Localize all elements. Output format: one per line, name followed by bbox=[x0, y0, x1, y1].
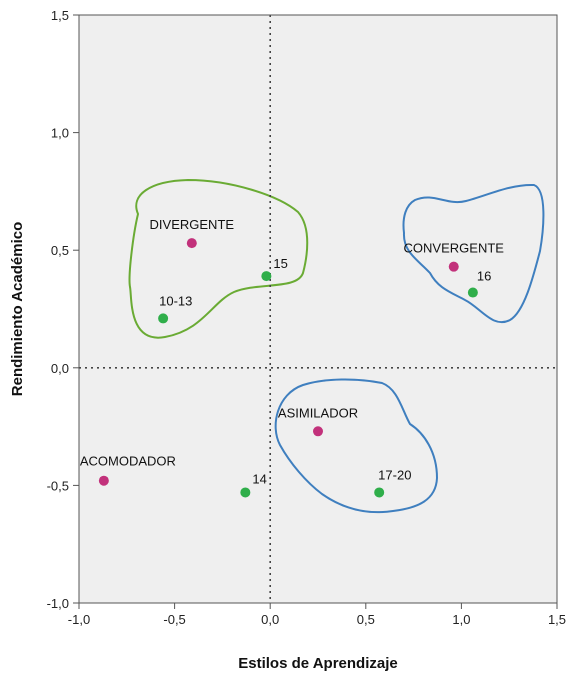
y-tick-label: 1,0 bbox=[51, 126, 69, 141]
y-tick-label: -1,0 bbox=[47, 596, 69, 611]
point-acomodador bbox=[98, 475, 109, 486]
x-tick-label: -1,0 bbox=[68, 612, 90, 627]
plot-frame bbox=[78, 14, 558, 604]
point-asimilador bbox=[313, 426, 323, 437]
point-convergente bbox=[448, 261, 459, 272]
x-axis-title: Estilos de Aprendizaje bbox=[238, 655, 398, 672]
x-tick-label: 0,5 bbox=[357, 612, 375, 627]
point-10-13 bbox=[158, 313, 169, 324]
y-tick-label: 0,5 bbox=[51, 243, 69, 258]
axes: -1,0 -0,5 0,0 0,5 1,0 1,5 -1,0 -0,5 0,0 0,5 1,0 1,5 bbox=[47, 8, 566, 627]
x-tick-label: 0,0 bbox=[261, 612, 279, 627]
cluster-shapes bbox=[128, 178, 545, 514]
point-15 bbox=[261, 271, 272, 282]
y-tick-label: 1,5 bbox=[51, 8, 69, 23]
data-points: DIVERGENTE CONVERGENTE ASIMILADOR ACOMODADO… bbox=[80, 217, 505, 498]
point-14 bbox=[240, 487, 251, 498]
x-tick-label: -0,5 bbox=[163, 612, 185, 627]
point-label-10-13: 10-13 bbox=[159, 293, 192, 308]
asimilador-cluster-outline bbox=[274, 378, 439, 514]
point-label-divergente: DIVERGENTE bbox=[150, 217, 235, 232]
divergente-cluster-outline bbox=[128, 178, 309, 339]
y-tick-label: -0,5 bbox=[47, 478, 69, 493]
point-divergente bbox=[186, 238, 197, 249]
point-17-20 bbox=[374, 487, 385, 498]
point-label-14: 14 bbox=[252, 471, 266, 486]
point-16 bbox=[467, 287, 478, 298]
point-label-asimilador: ASIMILADOR bbox=[278, 405, 358, 420]
reference-lines bbox=[79, 15, 557, 603]
point-label-17-20: 17-20 bbox=[378, 467, 411, 482]
point-label-16: 16 bbox=[477, 269, 491, 284]
x-tick-label: 1,5 bbox=[548, 612, 566, 627]
point-label-acomodador: ACOMODADOR bbox=[80, 454, 176, 469]
y-axis-title: Rendimiento Académico bbox=[9, 222, 26, 396]
point-label-convergente: CONVERGENTE bbox=[404, 241, 505, 256]
y-tick-label: 0,0 bbox=[51, 361, 69, 376]
point-label-15: 15 bbox=[273, 256, 287, 271]
convergente-cluster-outline bbox=[402, 183, 545, 324]
x-tick-label: 1,0 bbox=[452, 612, 470, 627]
plot-area bbox=[79, 15, 557, 603]
